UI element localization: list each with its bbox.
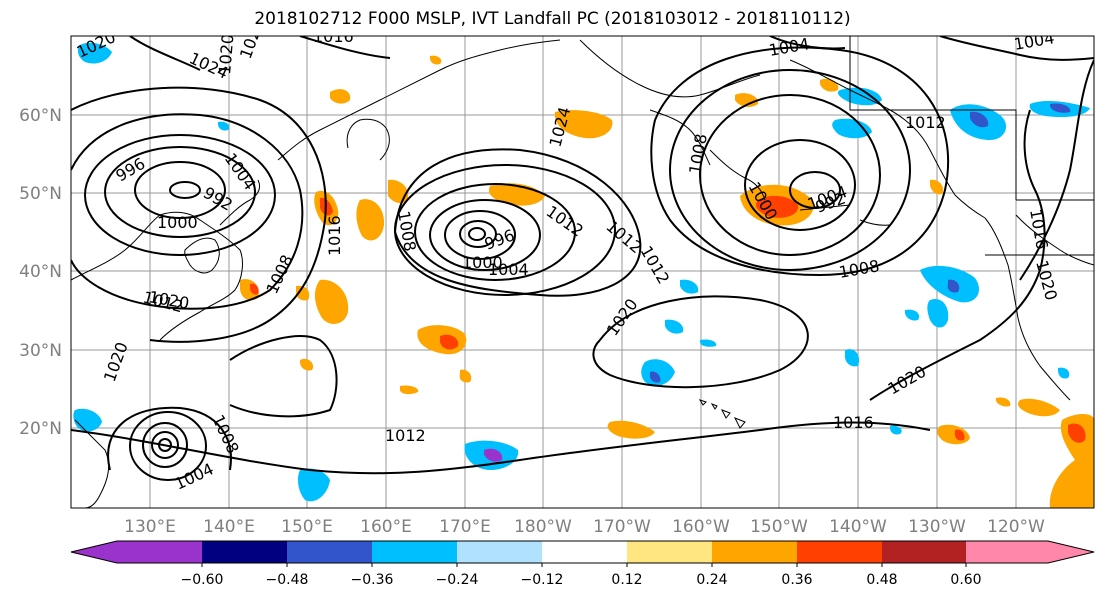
lon-label: 130°W [908, 517, 966, 537]
lon-label: 140°E [203, 517, 255, 537]
colorbar: −0.60 −0.48 −0.36 −0.24 −0.12 0.12 0.24 … [70, 540, 1095, 588]
colorbar-tick-label: 0.12 [611, 572, 642, 588]
isobar-label: 1004 [488, 260, 529, 279]
lon-label: 170°W [593, 517, 651, 537]
colorbar-tick-label: −0.24 [436, 572, 479, 588]
lat-label: 30°N [19, 341, 62, 361]
colorbar-bin [202, 541, 288, 563]
lon-label: 170°E [439, 517, 491, 537]
longitude-labels: 130°E 140°E 150°E 160°E 170°E 180°W 170°… [124, 517, 1045, 537]
colorbar-tick-label: −0.12 [521, 572, 564, 588]
colorbar-bin [457, 541, 543, 563]
colorbar-bin [966, 541, 1048, 563]
isobar-labels: 1020 1016 1024 1020 996 1004 992 1000 10… [74, 27, 1061, 494]
colorbar-right-arrow [1048, 541, 1094, 563]
lon-label: 120°W [987, 517, 1045, 537]
mslp-isobars [71, 36, 1094, 481]
colorbar-left-arrow [71, 541, 117, 563]
latitude-labels: 60°N 50°N 40°N 30°N 20°N [19, 106, 62, 439]
colorbar-bin [882, 541, 968, 563]
colorbar-tick-label: 0.24 [696, 572, 727, 588]
hawaii-islands [698, 399, 746, 429]
isobar-label: 1020 [215, 33, 237, 75]
colorbar-tick-label: −0.48 [266, 572, 309, 588]
lon-label: 150°W [750, 517, 808, 537]
isobar-label: 1016 [833, 413, 874, 432]
colorbar-bin [287, 541, 373, 563]
colorbar-tick-label: −0.60 [181, 572, 224, 588]
lon-label: 160°E [360, 517, 412, 537]
colorbar-tick-label: 0.60 [950, 572, 981, 588]
isobar-label: 1016 [325, 215, 344, 256]
colorbar-tick-label: 0.48 [866, 572, 897, 588]
isobar-label: 1016 [313, 27, 354, 46]
lat-label: 60°N [19, 106, 62, 126]
isobar-label: 1012 [905, 113, 946, 132]
colorbar-bin [627, 541, 713, 563]
colorbar-bin [712, 541, 798, 563]
colorbar-tick-label: 0.36 [781, 572, 812, 588]
colorbar-bin [542, 541, 628, 563]
lon-label: 180°W [514, 517, 572, 537]
colorbar-bin [117, 541, 203, 563]
isobar-label: 1000 [157, 213, 198, 232]
lon-label: 130°E [124, 517, 176, 537]
isobar-label: 1004 [767, 34, 810, 60]
map-title: 2018102712 F000 MSLP, IVT Landfall PC (2… [254, 9, 851, 29]
lon-label: 150°E [281, 517, 333, 537]
map-frame [70, 35, 1095, 509]
lat-label: 40°N [19, 262, 62, 282]
isobar-label: 1000 [462, 253, 503, 272]
lon-label: 140°W [829, 517, 887, 537]
colorbar-tick-label: −0.36 [351, 572, 394, 588]
colorbar-bin [372, 541, 458, 563]
lon-label: 160°W [672, 517, 730, 537]
colorbar-bin [797, 541, 883, 563]
lat-label: 20°N [19, 419, 62, 439]
isobar-label: 1012 [385, 426, 426, 445]
lat-label: 50°N [19, 184, 62, 204]
